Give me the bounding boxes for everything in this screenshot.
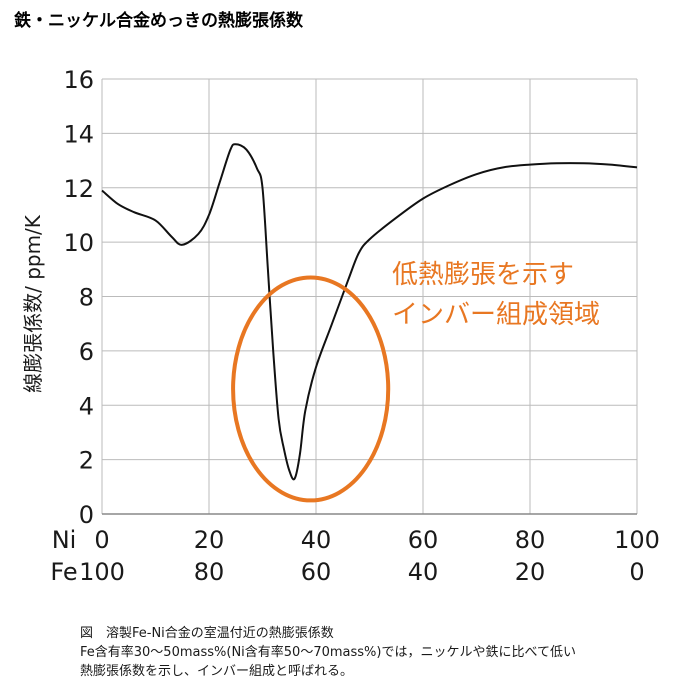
x-tick-label: 60 <box>301 558 332 586</box>
x-tick-label: 20 <box>194 526 225 554</box>
caption-line-1: 図 溶製Fe-Ni合金の室温付近の熱膨張係数 <box>80 625 334 641</box>
chart-title: 鉄・ニッケル合金めっきの熱膨張係数 <box>14 10 304 31</box>
y-tick-label: 16 <box>63 66 94 94</box>
y-tick-labels: 0 2 4 6 8 10 12 14 16 <box>63 66 94 529</box>
x-row-label: Fe <box>50 558 77 586</box>
x-tick-label: 80 <box>515 526 546 554</box>
y-tick-label: 12 <box>63 175 94 203</box>
grid <box>101 78 638 515</box>
x-row-label: Ni <box>52 526 77 554</box>
y-tick-label: 8 <box>79 284 94 312</box>
caption-line-2: Fe含有率30～50mass%(Ni含有率50～70mass%)では，ニッケルや… <box>80 644 576 660</box>
x-tick-label: 80 <box>194 558 225 586</box>
x-tick-label: 20 <box>515 558 546 586</box>
y-tick-label: 4 <box>79 392 94 420</box>
y-tick-label: 2 <box>79 447 94 475</box>
annotation-line-2: インバー組成領域 <box>392 300 600 330</box>
x-tick-label: 0 <box>94 526 109 554</box>
y-tick-label: 6 <box>79 338 94 366</box>
x-tick-label: 60 <box>408 526 439 554</box>
y-tick-label: 14 <box>63 120 94 148</box>
invar-highlight-ellipse <box>231 275 391 503</box>
x-tick-label: 40 <box>301 526 332 554</box>
y-tick-label: 0 <box>79 501 94 529</box>
y-tick-label: 10 <box>63 229 94 257</box>
x-tick-label: 40 <box>408 558 439 586</box>
y-axis-label: 線膨張係数/ ppm/K <box>21 214 45 393</box>
x-tick-label: 100 <box>79 558 125 586</box>
x-tick-label: 0 <box>629 558 644 586</box>
annotation-line-1: 低熱膨張を示す <box>392 260 574 290</box>
x-tick-label: 100 <box>614 526 660 554</box>
caption-line-3: 熱膨張係数を示し、インバー組成と呼ばれる。 <box>80 664 353 679</box>
series-line <box>101 143 638 481</box>
